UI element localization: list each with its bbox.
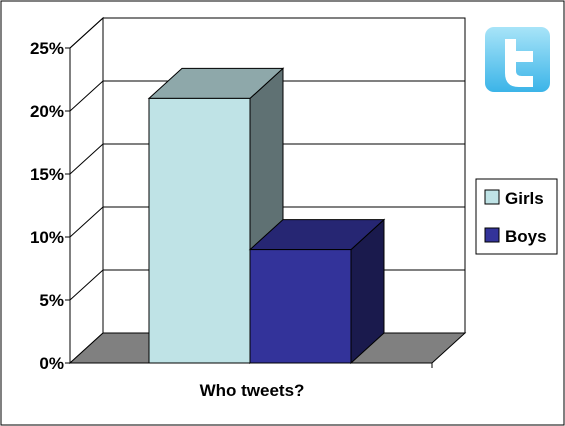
- bar-front: [148, 97, 251, 364]
- bar-boys: [248, 218, 386, 365]
- gridline-side: [69, 269, 104, 301]
- bar-girls: [147, 67, 285, 365]
- y-tick-label: 0%: [39, 354, 64, 373]
- logo-letter: [505, 39, 533, 87]
- legend-swatch: [484, 189, 500, 205]
- bars: [147, 67, 386, 365]
- legend-swatch: [484, 227, 500, 243]
- legend-label: Boys: [505, 227, 547, 246]
- y-tick-label: 5%: [39, 291, 64, 310]
- legend-label: Girls: [505, 189, 544, 208]
- gridline-side: [69, 80, 104, 112]
- y-tick-label: 15%: [30, 165, 64, 184]
- y-tick-label: 20%: [30, 102, 64, 121]
- x-axis-label: Who tweets?: [200, 381, 305, 400]
- bar-front: [249, 249, 352, 364]
- y-tick-label: 25%: [30, 39, 64, 58]
- side-wall: [69, 16, 104, 365]
- gridline-side: [69, 206, 104, 238]
- legend: Girls Boys: [475, 178, 558, 255]
- twitter-logo-icon: [485, 27, 550, 92]
- y-tick-label: 10%: [30, 228, 64, 247]
- y-tick-labels: 0% 5% 10% 15% 20% 25%: [30, 39, 64, 373]
- gridline-side: [69, 17, 104, 49]
- gridline-side: [69, 143, 104, 175]
